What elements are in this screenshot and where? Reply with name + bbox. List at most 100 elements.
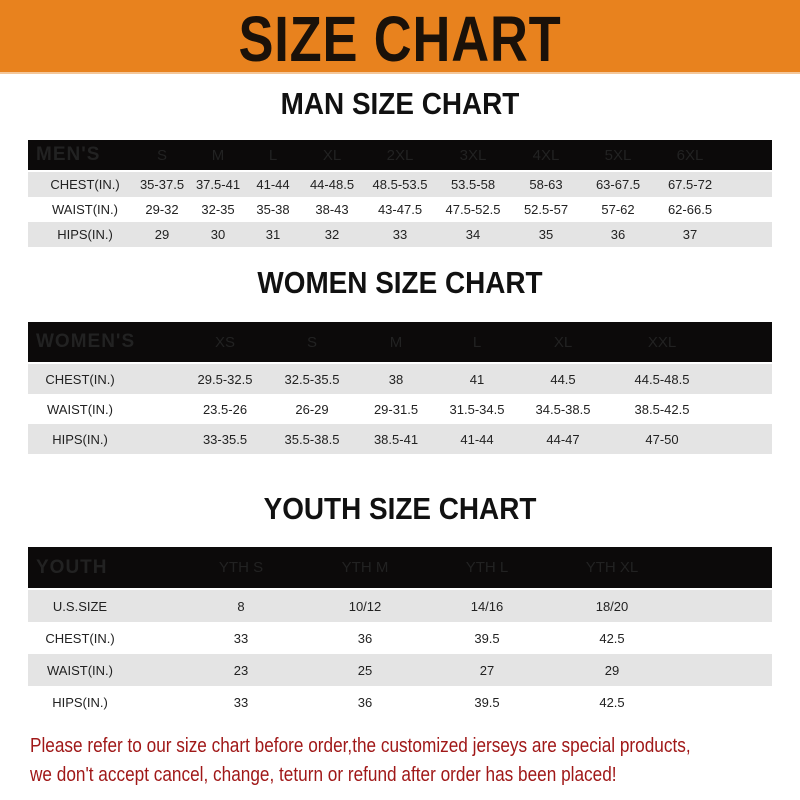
table-cell: 41 [469,371,485,387]
size-column-header: XXL [647,333,677,351]
notice-line-1: Please refer to our size chart before or… [30,735,691,757]
row-label: WAIST(IN.) [52,202,118,217]
size-column-header: 4XL [532,146,560,164]
youth-section-title: YOUTH SIZE CHART [263,491,537,526]
size-column-header: XL [322,146,342,164]
table-cell: 62-66.5 [667,202,713,217]
table-row: CHEST(IN.) 29.5-32.5 32.5-35.5 38 41 44.5 44.5… [28,364,772,394]
table-cell: 63-67.5 [595,177,641,192]
table-cell: 38-43 [315,202,349,217]
size-column-header: L [472,333,482,351]
table-cell: 27 [479,662,495,678]
table-cell: 29-32 [145,202,179,217]
table-cell: 36 [357,694,373,710]
table-row: HIPS(IN.) 33 36 39.5 42.5 [28,686,772,718]
table-cell: 39.5 [474,630,500,646]
table-cell: 32.5-35.5 [284,371,340,387]
table-row: HIPS(IN.) 29 30 31 32 33 34 35 36 37 [28,222,772,247]
men-section-title: MAN SIZE CHART [280,86,520,121]
table-cell: 14/16 [470,598,504,614]
table-row: U.S.SIZE 8 10/12 14/16 18/20 [28,590,772,622]
table-row: CHEST(IN.) 35-37.5 37.5-41 41-44 44-48.5 48.5… [28,172,772,197]
table-cell: 29 [154,227,170,242]
title-banner: SIZE CHART [0,0,800,75]
table-cell: 38.5-42.5 [634,401,690,417]
table-header-row: MEN'S S M L XL 2XL 3XL 4XL 5XL 6XL [28,140,772,170]
table-cell: 47-50 [645,431,679,447]
table-header-label: WOMEN'S [36,331,136,352]
table-cell: 41-44 [256,177,290,192]
table-header-label: MEN'S [36,144,101,165]
table-cell: 26-29 [295,401,329,417]
table-cell: 33 [233,630,249,646]
table-cell: 42.5 [599,694,625,710]
size-column-header: M [211,146,225,164]
size-column-header: XS [214,333,236,351]
table-cell: 10/12 [348,598,382,614]
size-column-header: XL [553,333,573,351]
table-cell: 35-37.5 [139,177,185,192]
table-cell: 44-48.5 [309,177,355,192]
table-cell: 34.5-38.5 [535,401,591,417]
notice-line-2: we don't accept cancel, change, teturn o… [30,764,617,786]
table-cell: 39.5 [474,694,500,710]
size-column-header: S [306,333,318,351]
size-column-header: 5XL [604,146,632,164]
table-cell: 42.5 [599,630,625,646]
table-cell: 52.5-57 [523,202,569,217]
row-label: U.S.SIZE [52,598,108,614]
table-cell: 33-35.5 [202,431,248,447]
size-column-header: 3XL [459,146,487,164]
table-cell: 43-47.5 [377,202,423,217]
table-cell: 25 [357,662,373,678]
table-header-row: WOMEN'S XS S M L XL XXL [28,322,772,362]
table-cell: 36 [357,630,373,646]
table-cell: 35 [538,227,554,242]
table-cell: 44-47 [546,431,580,447]
table-cell: 23.5-26 [202,401,248,417]
table-header-label: YOUTH [36,556,108,578]
table-cell: 53.5-58 [450,177,496,192]
table-row: CHEST(IN.) 33 36 39.5 42.5 [28,622,772,654]
size-column-header: 2XL [386,146,414,164]
table-cell: 18/20 [595,598,629,614]
women-section-title: WOMEN SIZE CHART [257,265,543,300]
size-column-header: YTH L [465,559,509,576]
table-row: WAIST(IN.) 29-32 32-35 35-38 38-43 43-47.5 47.… [28,197,772,222]
size-column-header: L [268,146,278,164]
row-label: WAIST(IN.) [47,662,113,678]
row-label: HIPS(IN.) [52,431,108,447]
size-column-header: YTH S [218,559,264,576]
table-cell: 47.5-52.5 [445,202,501,217]
page-title: SIZE CHART [238,3,562,75]
table-cell: 38.5-41 [373,431,419,447]
table-cell: 35.5-38.5 [284,431,340,447]
table-row: WAIST(IN.) 23.5-26 26-29 29-31.5 31.5-34.5 34… [28,394,772,424]
table-cell: 37.5-41 [195,177,241,192]
row-label: HIPS(IN.) [57,227,113,242]
table-cell: 30 [210,227,226,242]
table-cell: 37 [682,227,698,242]
table-cell: 58-63 [529,177,563,192]
table-cell: 8 [237,598,245,614]
table-cell: 31.5-34.5 [449,401,505,417]
table-cell: 44.5-48.5 [634,371,690,387]
table-cell: 33 [392,227,408,242]
table-cell: 38 [388,371,404,387]
size-column-header: YTH XL [585,559,639,576]
table-row: HIPS(IN.) 33-35.5 35.5-38.5 38.5-41 41-44 44-… [28,424,772,454]
table-cell: 31 [265,227,281,242]
table-cell: 35-38 [256,202,290,217]
table-cell: 32-35 [201,202,235,217]
table-cell: 33 [233,694,249,710]
row-label: CHEST(IN.) [45,630,115,646]
table-cell: 29.5-32.5 [197,371,253,387]
table-cell: 48.5-53.5 [372,177,428,192]
row-label: CHEST(IN.) [45,371,115,387]
row-label: HIPS(IN.) [52,694,108,710]
table-cell: 36 [610,227,626,242]
row-label: WAIST(IN.) [47,401,113,417]
table-cell: 41-44 [460,431,494,447]
table-cell: 67.5-72 [667,177,713,192]
table-cell: 32 [324,227,340,242]
